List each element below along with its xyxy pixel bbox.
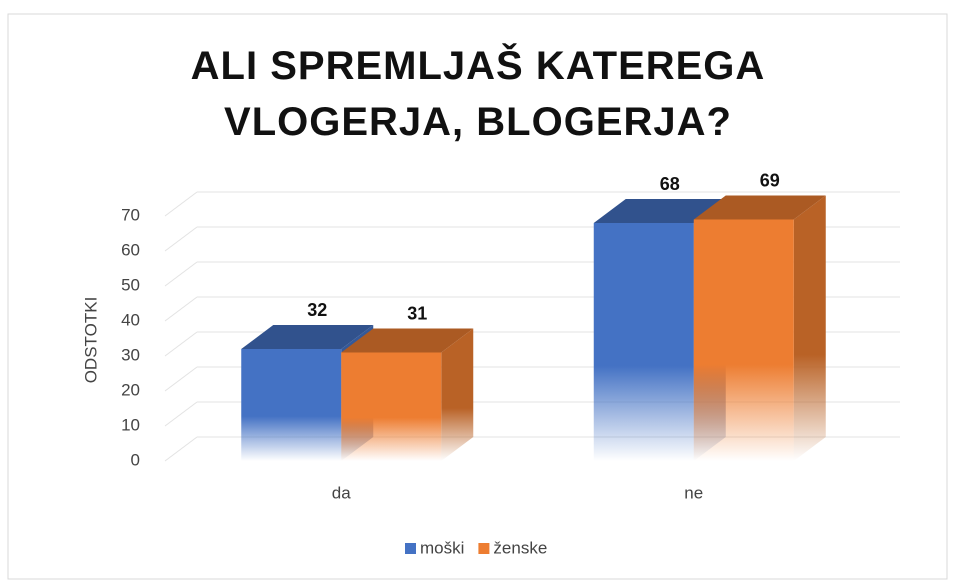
bar-side xyxy=(793,195,826,461)
data-label: 68 xyxy=(660,174,680,194)
x-tick-label: da xyxy=(332,483,351,502)
legend-label: moški xyxy=(420,538,464,557)
grid-line-side xyxy=(164,226,198,252)
y-tick-label: 0 xyxy=(131,450,140,469)
data-label: 32 xyxy=(307,300,327,320)
grid-line-side xyxy=(164,331,198,357)
y-tick-label: 50 xyxy=(121,275,140,294)
y-axis-label: ODSTOTKI xyxy=(81,297,100,384)
bar xyxy=(241,349,342,461)
bar-top xyxy=(693,195,826,220)
bar-top xyxy=(593,199,726,223)
bar-top xyxy=(241,325,374,349)
grid-line-side xyxy=(164,401,198,427)
y-tick-label: 30 xyxy=(121,345,140,364)
bar xyxy=(693,219,794,461)
y-tick-label: 70 xyxy=(121,205,140,224)
bar xyxy=(341,352,442,461)
y-tick-label: 60 xyxy=(121,240,140,259)
chart-title: ALI SPREMLJAŠ KATEREGA VLOGERJA, BLOGERJ… xyxy=(190,44,766,144)
bar-top xyxy=(341,328,474,353)
data-label: 69 xyxy=(760,170,780,190)
grid-line-side xyxy=(164,191,198,217)
bar xyxy=(593,223,694,461)
grid-line-side xyxy=(164,261,198,287)
grid-line-side xyxy=(164,436,198,462)
grid-line-side xyxy=(164,366,198,392)
y-tick-label: 20 xyxy=(121,380,140,399)
data-label: 31 xyxy=(407,303,427,323)
grid-line-side xyxy=(164,296,198,322)
legend-label: ženske xyxy=(493,538,547,557)
legend-swatch xyxy=(405,543,416,554)
y-tick-label: 40 xyxy=(121,310,140,329)
y-tick-label: 10 xyxy=(121,415,140,434)
bar-side xyxy=(441,328,474,461)
x-tick-label: ne xyxy=(684,483,703,502)
legend-swatch xyxy=(478,543,490,554)
